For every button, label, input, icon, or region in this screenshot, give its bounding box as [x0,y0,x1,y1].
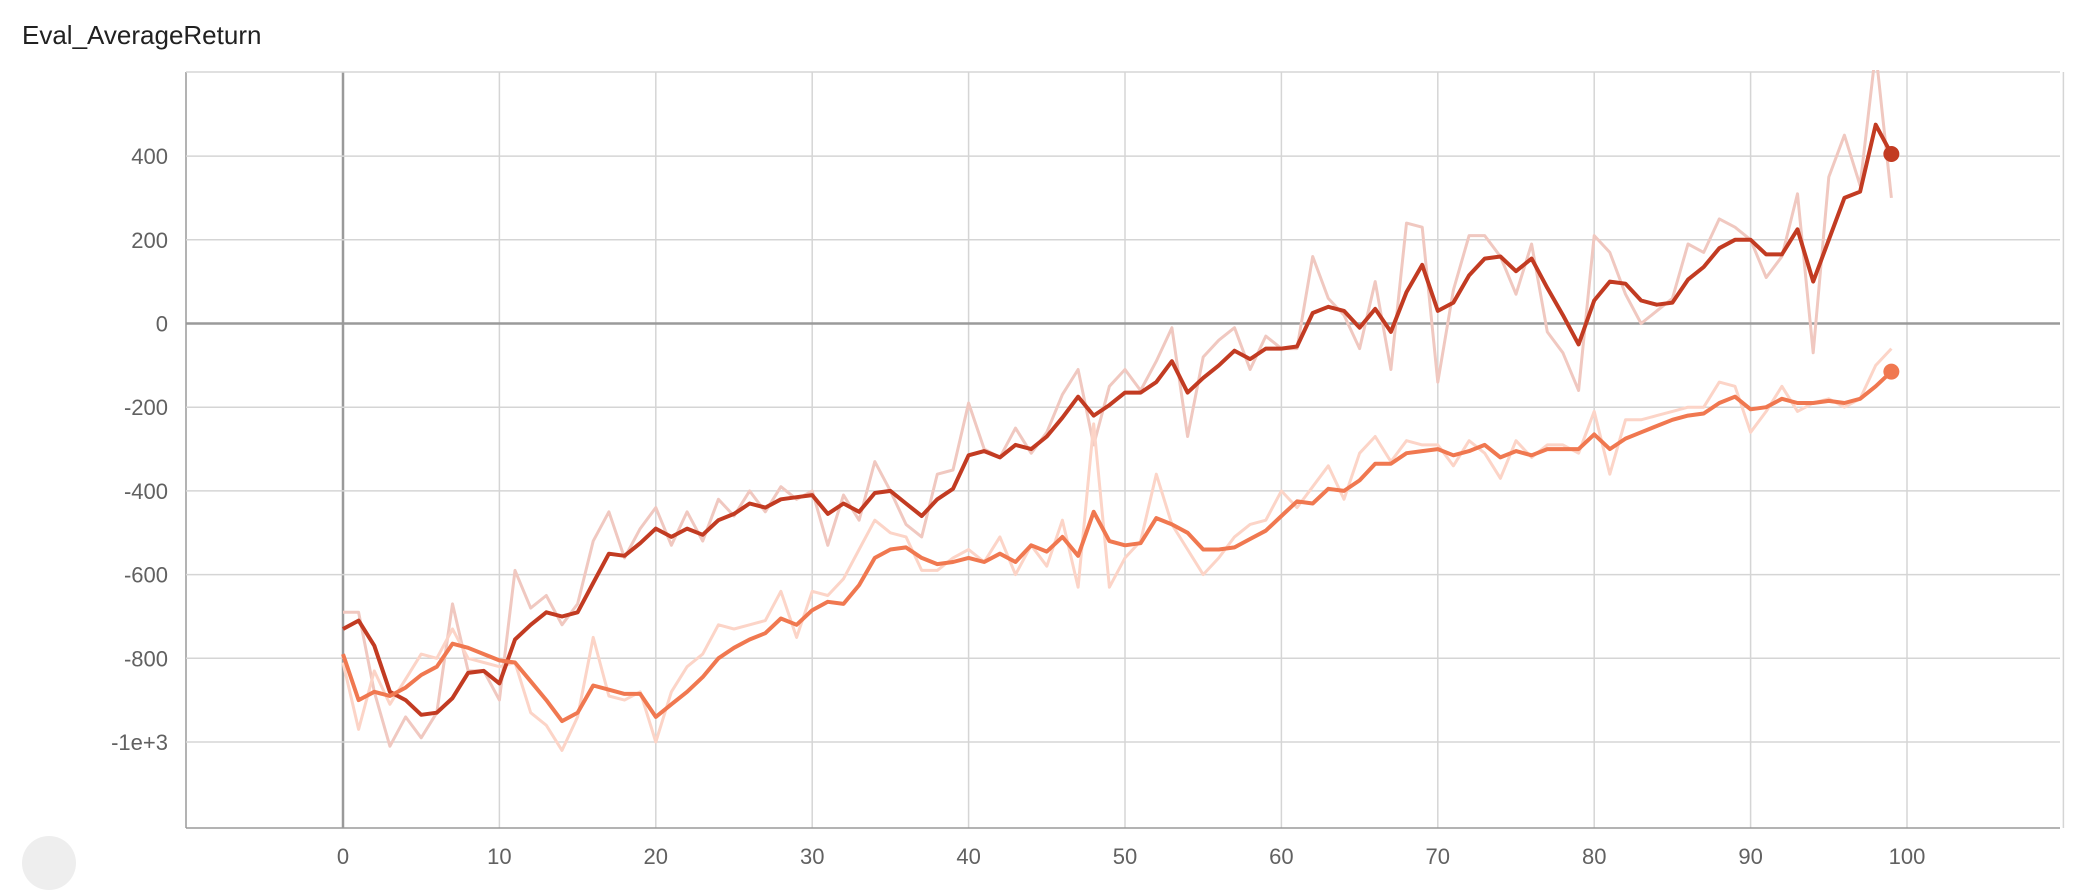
grid [185,71,2065,829]
x-tick-label: 80 [1582,844,1606,869]
y-tick-label: 400 [131,144,168,169]
y-tick-label: 200 [131,228,168,253]
y-tick-label: 0 [156,312,168,337]
y-tick-label: -600 [124,563,168,588]
x-tick-label: 10 [487,844,511,869]
series-layer [341,70,1894,752]
x-tick-label: 50 [1113,844,1137,869]
corner-control [22,836,76,890]
y-tick-label: -1e+3 [111,730,168,755]
series-2-raw-line [341,347,1893,752]
x-tick-label: 40 [956,844,980,869]
x-tick-label: 0 [337,844,349,869]
y-tick-label: -200 [124,395,168,420]
x-tick-label: 30 [800,844,824,869]
x-tick-label: 20 [644,844,668,869]
y-tick-label: -800 [124,646,168,671]
series-1-raw-line [343,70,1893,748]
chart-title: Eval_AverageReturn [22,20,262,50]
tick-labels: 0 10 20 30 40 50 60 70 80 90 100 400 200 0 -200 -400 -60… [111,144,1925,869]
y-tick-label: -400 [124,479,168,504]
series-1-smoothed-line [342,122,1894,717]
x-tick-label: 90 [1738,844,1762,869]
x-tick-label: 70 [1426,844,1450,869]
x-tick-label: 100 [1889,844,1926,869]
x-tick-label: 60 [1269,844,1293,869]
series-1-end-point [1883,146,1900,163]
series-2-end-point [1883,363,1900,380]
series-2-smoothed-line [341,370,1893,724]
